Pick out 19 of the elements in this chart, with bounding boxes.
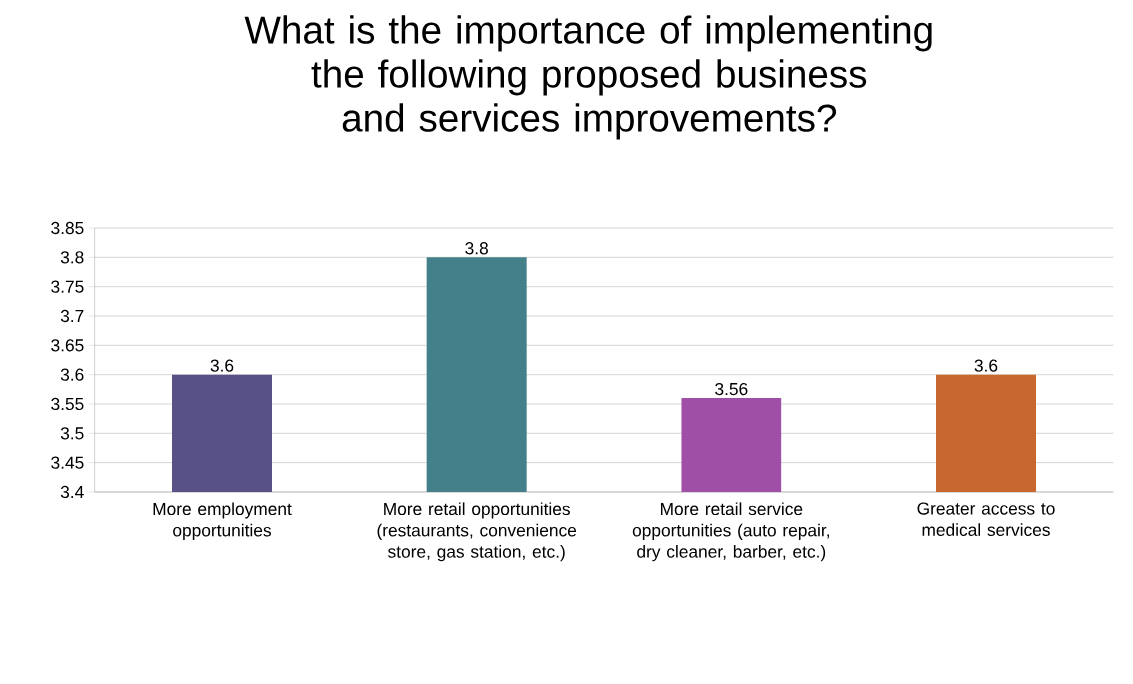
x-tick-label: More retail service opportunities (auto repair, dry cleaner, barber, etc.) — [632, 502, 829, 562]
y-tick-label: 3.55 — [51, 397, 84, 411]
x-tick-label: Greater access to medical services — [917, 502, 1055, 536]
y-tick-label: 3.85 — [51, 221, 84, 235]
data-label: 3.56 — [715, 382, 748, 396]
chart-title: What is the importance of implementing the following proposed business and services improvements? — [244, 15, 932, 140]
y-tick-label: 3.8 — [60, 251, 84, 264]
y-tick-label: 3.5 — [60, 427, 84, 440]
y-tick-label: 3.75 — [51, 280, 84, 293]
x-tick-label: More employment opportunities — [153, 502, 292, 540]
y-tick-label: 3.6 — [60, 368, 84, 381]
x-tick-label: More retail opportunities (restaurants, convenience store, gas station, etc.) — [377, 502, 577, 562]
y-tick-label: 3.7 — [60, 309, 84, 323]
y-tick-label: 3.45 — [51, 456, 84, 469]
data-label: 3.8 — [465, 242, 488, 255]
y-tick-label: 3.4 — [60, 485, 84, 499]
data-label: 3.6 — [974, 359, 998, 372]
data-label: 3.6 — [210, 359, 234, 372]
y-tick-label: 3.65 — [51, 339, 84, 352]
